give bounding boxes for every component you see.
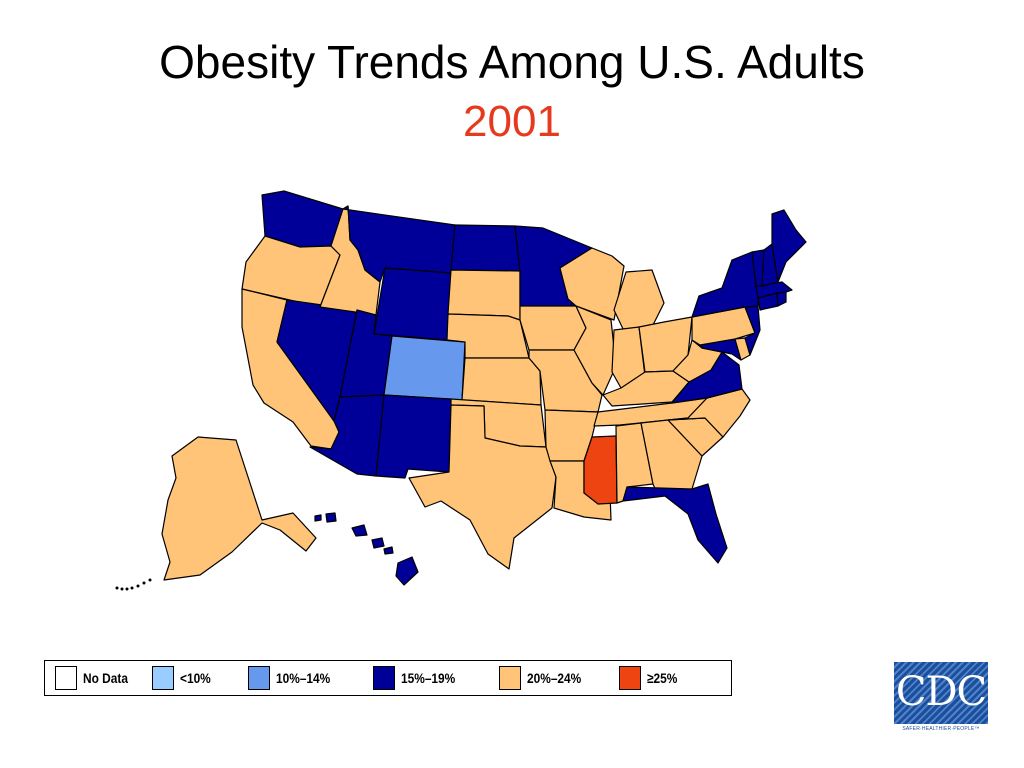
state-tx [408, 404, 557, 570]
legend-swatch-lt10 [152, 666, 174, 690]
legend-swatch-20-24 [499, 666, 521, 690]
state-ma [755, 281, 793, 299]
legend-label-lt10: <10% [180, 670, 211, 686]
map-title: Obesity Trends Among U.S. Adults [159, 36, 865, 88]
cdc-logo-box: CDC [894, 662, 988, 724]
state-co [383, 335, 466, 401]
cdc-logo-text: CDC [895, 669, 987, 715]
legend-swatch-15-19 [373, 666, 395, 690]
legend-swatch-no-data [55, 666, 77, 690]
state-ak [161, 436, 317, 581]
state-nm [375, 394, 452, 479]
legend-swatch-ge25 [619, 666, 641, 690]
state-fl [622, 483, 728, 564]
state-ia [519, 305, 587, 351]
legend-swatch-10-14 [248, 666, 270, 690]
map-year: 2001 [463, 97, 561, 146]
legend-label-20-24: 20%–24% [527, 670, 582, 686]
aleutian-islands [115, 578, 152, 591]
state-me [771, 209, 807, 283]
cdc-logo: CDC SAFER·HEALTHIER·PEOPLE™ [894, 662, 988, 734]
state-il [573, 305, 617, 396]
state-hi [314, 512, 419, 586]
state-ny [691, 251, 759, 318]
state-nd [450, 224, 521, 272]
cdc-logo-tagline: SAFER·HEALTHIER·PEOPLE™ [902, 726, 980, 732]
legend-label-ge25: ≥25% [647, 670, 678, 686]
state-ms [583, 435, 618, 505]
legend-label-no-data: No Data [83, 670, 128, 686]
legend-label-15-19: 15%–19% [401, 670, 456, 686]
state-ri [776, 291, 787, 307]
state-ks [461, 357, 542, 406]
state-wy [373, 267, 452, 341]
legend: No Data <10% 10%–14% 15%–19% 20%–24% ≥25… [44, 660, 732, 696]
legend-label-10-14: 10%–14% [276, 670, 331, 686]
state-sd [447, 269, 521, 321]
